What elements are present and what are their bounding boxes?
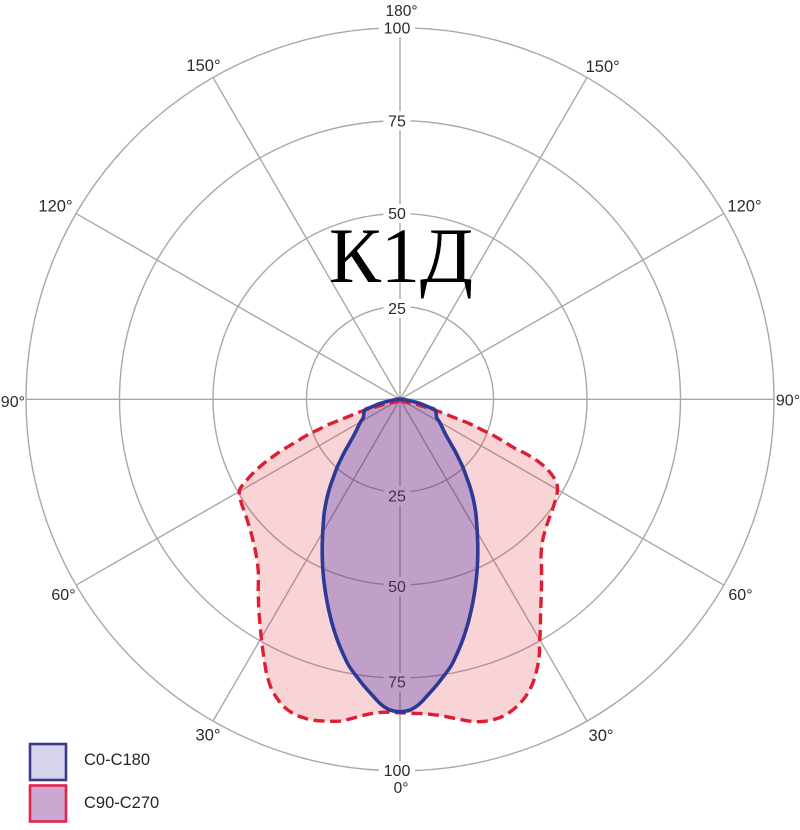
svg-text:60°: 60° xyxy=(51,587,75,604)
svg-text:90°: 90° xyxy=(776,393,800,410)
svg-text:100: 100 xyxy=(384,763,411,780)
svg-text:50: 50 xyxy=(388,579,406,596)
svg-text:90°: 90° xyxy=(1,394,25,411)
svg-text:C0-C180: C0-C180 xyxy=(84,751,150,769)
svg-text:120°: 120° xyxy=(38,197,72,215)
svg-text:25: 25 xyxy=(388,489,406,506)
svg-text:75: 75 xyxy=(388,113,406,130)
svg-text:25: 25 xyxy=(388,301,406,318)
svg-text:60°: 60° xyxy=(728,587,752,604)
svg-text:30°: 30° xyxy=(196,727,221,745)
svg-text:75: 75 xyxy=(388,675,406,692)
svg-text:0°: 0° xyxy=(394,780,409,797)
svg-text:150°: 150° xyxy=(586,58,620,76)
svg-text:30°: 30° xyxy=(589,727,614,745)
svg-text:К1Д: К1Д xyxy=(329,212,473,299)
svg-text:150°: 150° xyxy=(186,57,220,75)
svg-text:100: 100 xyxy=(384,21,411,38)
svg-text:120°: 120° xyxy=(727,198,761,216)
svg-text:50: 50 xyxy=(388,206,406,223)
svg-text:180°: 180° xyxy=(385,3,417,20)
svg-text:C90-C270: C90-C270 xyxy=(84,794,159,812)
